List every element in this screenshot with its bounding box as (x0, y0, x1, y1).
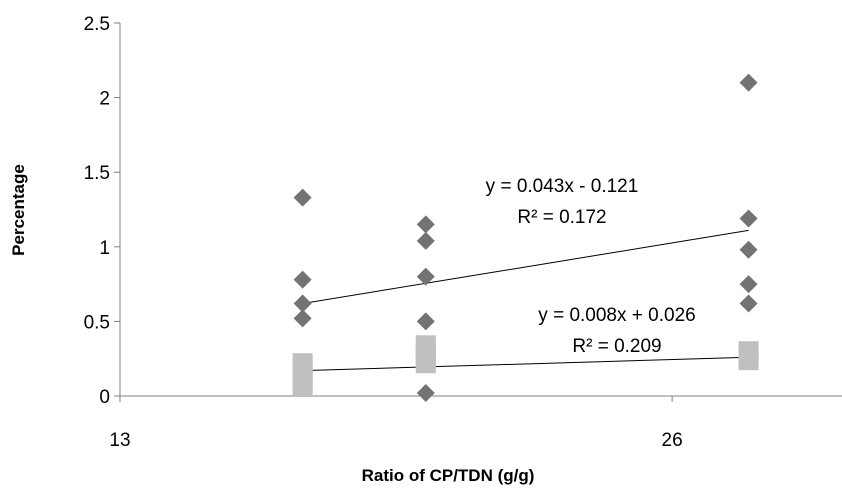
y-tick-label: 0 (99, 387, 110, 408)
diamond-point (416, 215, 435, 234)
x-tick-label: 13 (109, 430, 130, 451)
square-point (738, 350, 759, 371)
axes (119, 23, 842, 397)
trendline-1-r-squared: R² = 0.172 (517, 207, 606, 228)
y-tick-label: 1.5 (84, 163, 110, 184)
diamond-point (416, 267, 435, 286)
y-tick-label: 2.5 (84, 14, 110, 35)
diamond-point (416, 231, 435, 250)
diamond-point (293, 309, 312, 328)
trendline-2-r-squared: R² = 0.209 (572, 336, 661, 357)
diamond-point (293, 294, 312, 313)
trendline-equations: y = 0.043x - 0.121 R² = 0.172 y = 0.008x… (486, 176, 696, 357)
diamond-point (293, 270, 312, 289)
diamond-point (739, 294, 758, 313)
diamond-point (293, 188, 312, 207)
y-tick-label: 1 (99, 238, 110, 259)
y-axis-title: Percentage (9, 164, 28, 256)
data-points (292, 73, 759, 403)
x-tick-label: 26 (662, 430, 683, 451)
trendline-1-equation: y = 0.043x - 0.121 (486, 176, 639, 197)
square-point (292, 377, 313, 398)
y-ticks: 0 0.5 1 1.5 2 2.5 (84, 14, 120, 408)
diamond-point (416, 384, 435, 403)
x-ticks: 13 26 (109, 396, 683, 451)
y-tick-label: 2 (99, 89, 110, 110)
square-point (415, 353, 436, 374)
diamond-point (739, 73, 758, 92)
diamond-point (739, 209, 758, 228)
trendline-2-equation: y = 0.008x + 0.026 (538, 305, 695, 326)
y-tick-label: 0.5 (84, 312, 110, 333)
diamond-point (739, 275, 758, 294)
trendline-1 (302, 229, 749, 304)
x-axis-title: Ratio of CP/TDN (g/g) (362, 466, 535, 485)
diamond-point (739, 240, 758, 259)
diamond-point (416, 312, 435, 331)
trendlines (302, 229, 749, 372)
trendline-2 (302, 356, 749, 372)
